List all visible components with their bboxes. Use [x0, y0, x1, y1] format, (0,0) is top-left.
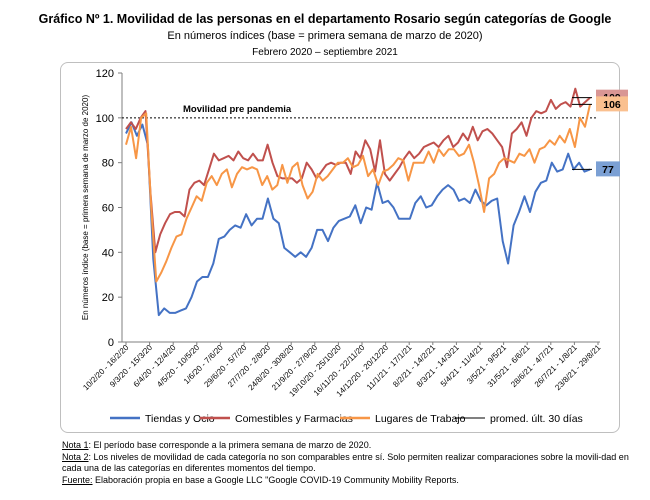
y-tick-label: 120	[96, 68, 114, 80]
y-tick-label: 60	[102, 203, 114, 215]
y-tick-label: 20	[102, 292, 114, 304]
series-line-0	[125, 121, 591, 317]
note-1-label: Nota 1	[62, 440, 89, 450]
note-2: Nota 2: Los niveles de movilidad de cada…	[62, 452, 642, 475]
legend-label: Comestibles y Farmacias	[235, 413, 353, 425]
series-line-2	[125, 104, 591, 283]
legend-label: promed. últ. 30 días	[490, 413, 583, 425]
y-tick-label: 0	[108, 337, 114, 349]
reference-line-label: Movilidad pre pandemia	[183, 104, 292, 115]
legend-label: Lugares de Trabajo	[375, 413, 466, 425]
y-tick-label: 80	[102, 158, 114, 170]
series-line-1	[125, 87, 591, 254]
chart-subtitle: En números índices (base = primera seman…	[167, 30, 483, 42]
series-end-label: 77	[602, 164, 614, 176]
chart-notes: Nota 1: El período base corresponde a la…	[62, 440, 642, 486]
series-end-label: 106	[603, 99, 621, 111]
series-end-label-box	[596, 96, 628, 112]
chart-frame	[60, 62, 620, 433]
source-label: Fuente:	[62, 474, 93, 485]
note-1-text: : El período base corresponde a la prime…	[88, 440, 372, 450]
y-tick-label: 40	[102, 247, 114, 259]
chart-period: Febrero 2020 – septiembre 2021	[252, 47, 398, 58]
source-text: Elaboración propia en base a Google LLC …	[92, 474, 459, 485]
source-note: Fuente: Elaboración propia en base a Goo…	[62, 475, 642, 487]
y-tick-label: 100	[96, 113, 114, 125]
chart-title: Gráfico Nº 1. Movilidad de las personas …	[38, 12, 612, 26]
y-axis-title: En números índice (base = primera semana…	[81, 95, 90, 321]
legend-label: Tiendas y Ocio	[145, 413, 215, 425]
note-1: Nota 1: El período base corresponde a la…	[62, 440, 642, 452]
note-2-label: Nota 2	[62, 451, 89, 462]
line-chart: 0 20 40 60 80 100 120 En números índice (base =…	[81, 68, 628, 425]
series-end-label-box	[596, 161, 620, 177]
note-2-text: : Los niveles de movilidad de cada categ…	[62, 451, 629, 474]
